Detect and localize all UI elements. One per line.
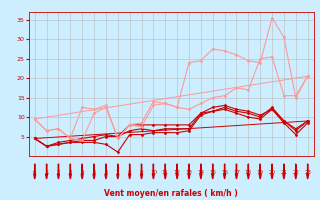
Text: Vent moyen/en rafales ( km/h ): Vent moyen/en rafales ( km/h ) — [104, 189, 238, 198]
